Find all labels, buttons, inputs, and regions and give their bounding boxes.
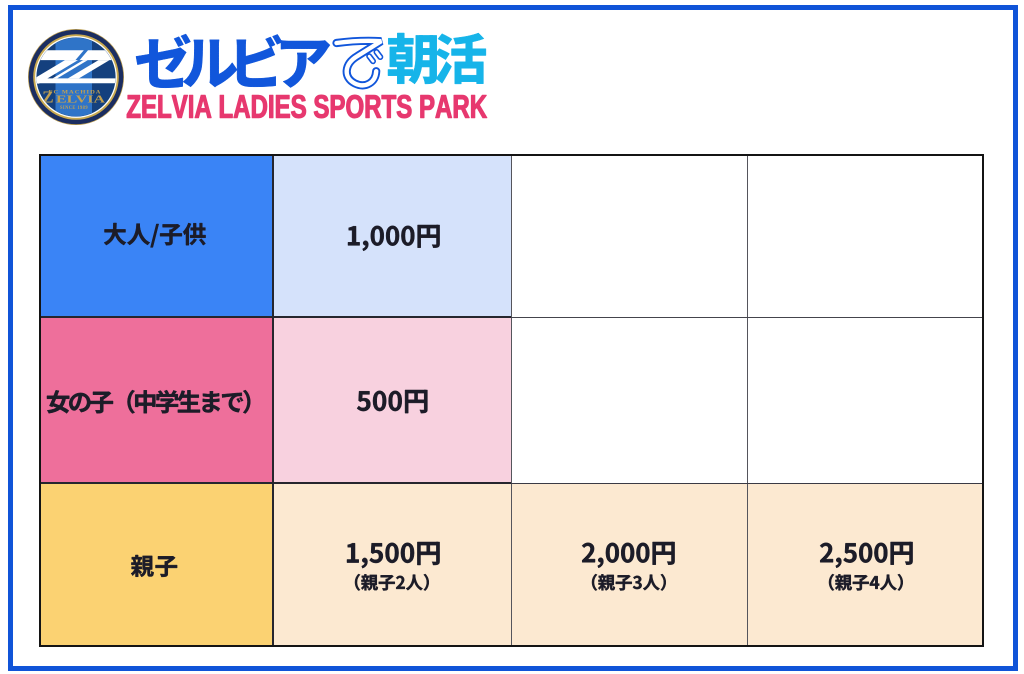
svg-text:FC MACHIDA: FC MACHIDA <box>48 89 101 95</box>
svg-text:Z: Z <box>42 87 53 106</box>
svg-text:SINCE 1989: SINCE 1989 <box>60 106 88 111</box>
svg-text:ELVIA: ELVIA <box>56 93 105 105</box>
